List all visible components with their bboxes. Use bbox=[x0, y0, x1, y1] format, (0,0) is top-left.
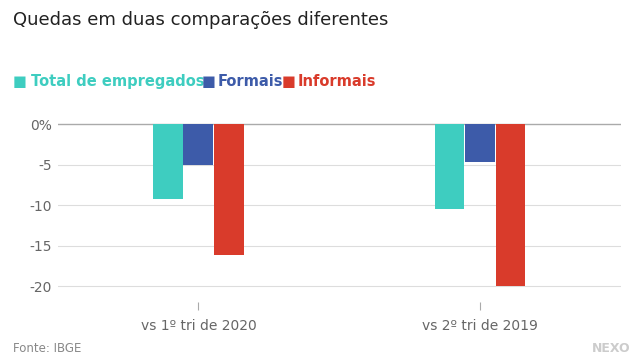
Text: Informais: Informais bbox=[298, 74, 376, 89]
Text: ■: ■ bbox=[13, 74, 32, 89]
Text: NEXO: NEXO bbox=[592, 342, 630, 355]
Bar bbox=[495, 124, 525, 286]
Text: ■: ■ bbox=[282, 74, 301, 89]
Text: Fonte: IBGE: Fonte: IBGE bbox=[13, 342, 81, 355]
Bar bbox=[435, 124, 465, 209]
Bar bbox=[153, 124, 183, 199]
Text: ■: ■ bbox=[202, 74, 221, 89]
Bar bbox=[465, 124, 495, 162]
Text: Quedas em duas comparações diferentes: Quedas em duas comparações diferentes bbox=[13, 11, 388, 29]
Bar bbox=[214, 124, 244, 256]
Bar bbox=[184, 124, 213, 165]
Text: Formais: Formais bbox=[218, 74, 283, 89]
Text: Total de empregados: Total de empregados bbox=[31, 74, 204, 89]
